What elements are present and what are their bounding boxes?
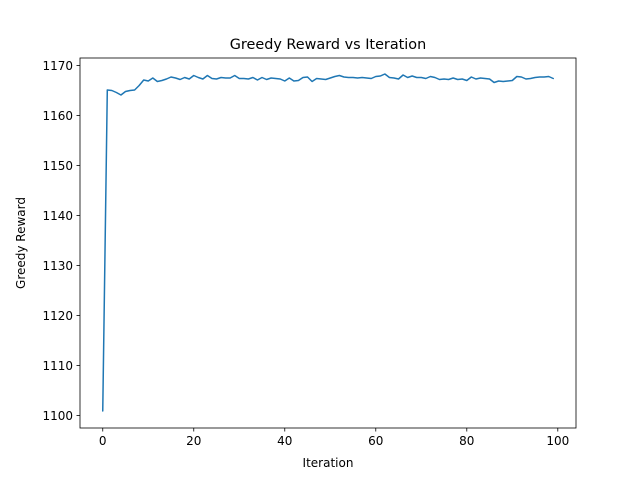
x-tick-label: 80 — [459, 434, 474, 448]
y-tick-label: 1170 — [42, 59, 73, 73]
y-tick-label: 1110 — [42, 359, 73, 373]
y-axis: 1100 1110 1120 1130 1140 1150 1160 1170 — [42, 59, 80, 423]
x-tick-label: 100 — [546, 434, 569, 448]
y-axis-label: Greedy Reward — [14, 197, 28, 289]
series-layer — [102, 73, 554, 412]
y-tick-label: 1120 — [42, 309, 73, 323]
series-line-0 — [102, 73, 554, 412]
axes-frame — [79, 57, 577, 429]
y-tick-label: 1140 — [42, 209, 73, 223]
x-tick-label: 60 — [368, 434, 383, 448]
x-tick-label: 0 — [99, 434, 107, 448]
chart-title: Greedy Reward vs Iteration — [230, 37, 426, 53]
x-tick-label: 20 — [186, 434, 201, 448]
plot-area: 0 20 40 60 80 100 1100 1110 1120 1130 1140 1150 116… — [42, 57, 577, 448]
y-tick-label: 1160 — [42, 109, 73, 123]
x-tick-label: 40 — [277, 434, 292, 448]
y-tick-label: 1100 — [42, 409, 73, 423]
y-tick-label: 1150 — [42, 159, 73, 173]
x-axis-label: Iteration — [303, 456, 354, 470]
x-axis: 0 20 40 60 80 100 — [99, 428, 569, 448]
y-tick-label: 1130 — [42, 259, 73, 273]
